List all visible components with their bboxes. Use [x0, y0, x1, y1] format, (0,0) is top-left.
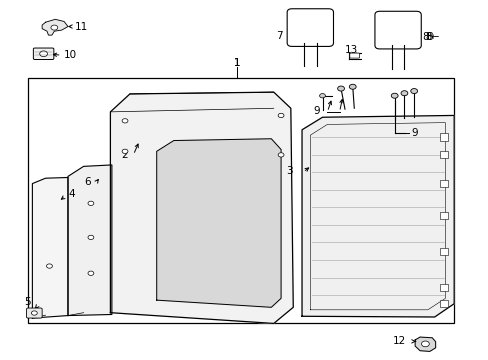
Polygon shape — [414, 337, 435, 351]
Text: 3: 3 — [286, 166, 293, 176]
Polygon shape — [32, 177, 68, 318]
Text: 13: 13 — [345, 45, 358, 55]
Polygon shape — [42, 19, 68, 35]
Circle shape — [40, 51, 47, 57]
Text: 6: 6 — [84, 177, 91, 187]
FancyBboxPatch shape — [374, 11, 420, 49]
Bar — [439, 134, 447, 140]
FancyBboxPatch shape — [349, 53, 359, 58]
Circle shape — [421, 341, 428, 347]
Bar — [439, 212, 447, 220]
Circle shape — [410, 89, 417, 94]
Text: 10: 10 — [64, 50, 77, 60]
Text: 9: 9 — [411, 129, 418, 138]
Polygon shape — [68, 165, 112, 316]
Text: 1: 1 — [234, 58, 240, 68]
Text: 8: 8 — [426, 32, 432, 42]
Text: 2: 2 — [122, 150, 128, 160]
FancyBboxPatch shape — [286, 9, 333, 46]
Circle shape — [31, 311, 37, 315]
Circle shape — [122, 149, 128, 153]
Text: 9: 9 — [313, 106, 320, 116]
Text: 7: 7 — [275, 31, 282, 41]
FancyBboxPatch shape — [33, 48, 54, 59]
Polygon shape — [302, 116, 453, 317]
Circle shape — [88, 235, 94, 239]
Bar — [27, 78, 453, 323]
Bar — [439, 284, 447, 291]
Circle shape — [319, 94, 325, 98]
Circle shape — [88, 201, 94, 206]
Circle shape — [337, 86, 344, 91]
Bar — [439, 300, 447, 307]
Circle shape — [278, 113, 284, 118]
Polygon shape — [157, 139, 281, 307]
Bar — [439, 248, 447, 255]
Bar — [439, 180, 447, 187]
Circle shape — [46, 264, 52, 268]
Text: 8←: 8← — [424, 32, 438, 42]
FancyBboxPatch shape — [26, 308, 42, 318]
Circle shape — [400, 91, 407, 96]
Circle shape — [390, 93, 397, 98]
Circle shape — [88, 271, 94, 275]
Circle shape — [348, 84, 355, 89]
Circle shape — [122, 119, 128, 123]
Circle shape — [51, 25, 58, 30]
Text: 1: 1 — [233, 58, 240, 68]
Bar — [439, 151, 447, 158]
Text: 11: 11 — [75, 22, 88, 32]
Text: 4: 4 — [68, 189, 75, 199]
Circle shape — [278, 153, 284, 157]
Text: 8: 8 — [422, 32, 428, 41]
Text: 5: 5 — [24, 297, 31, 307]
Polygon shape — [110, 92, 293, 323]
Text: 12: 12 — [392, 336, 406, 346]
